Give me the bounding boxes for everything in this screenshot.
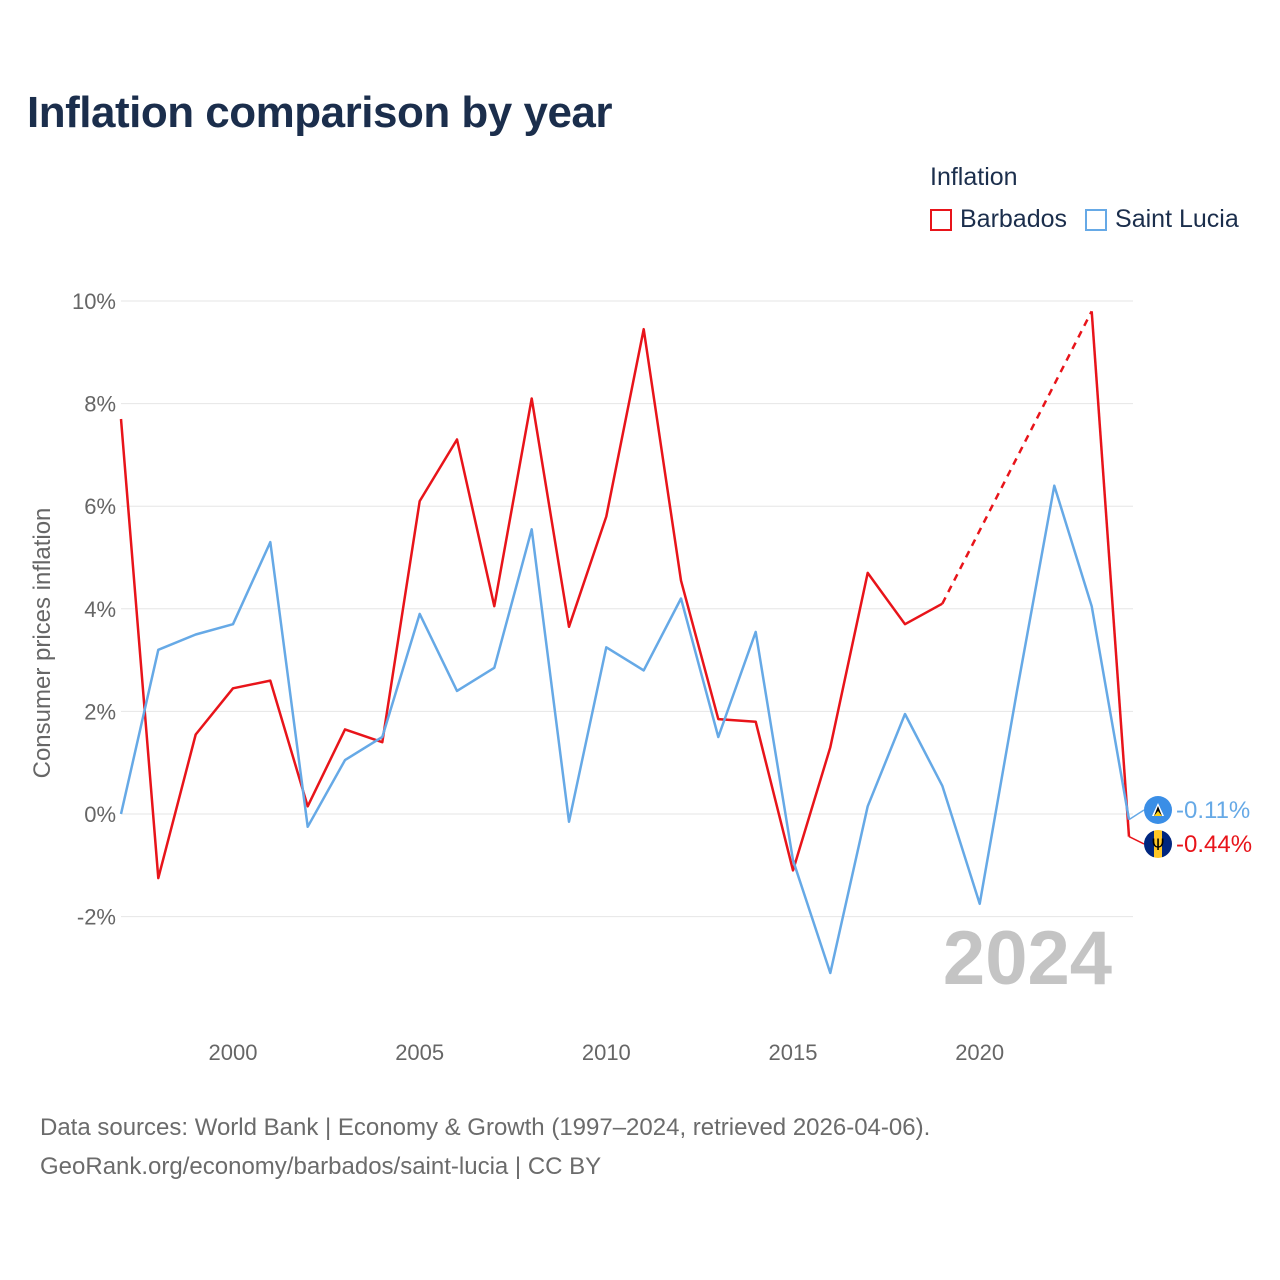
end-label-saint-lucia: -0.11% bbox=[1176, 797, 1250, 824]
series-line-barbados[interactable] bbox=[119, 327, 943, 880]
series-gap-line-barbados bbox=[941, 310, 1093, 605]
y-axis-label: Consumer prices inflation bbox=[29, 508, 56, 779]
y-tick-label: -2% bbox=[77, 905, 116, 930]
x-axis-ticks: 2000 2005 2010 2015 2020 bbox=[209, 1040, 1005, 1065]
year-watermark: 2024 bbox=[943, 916, 1112, 1001]
svg-text:Ψ: Ψ bbox=[1152, 835, 1165, 854]
y-tick-label: 2% bbox=[84, 699, 116, 724]
y-tick-label: 10% bbox=[72, 289, 116, 314]
y-tick-label: 0% bbox=[84, 802, 116, 827]
series-line-saint-lucia[interactable] bbox=[119, 484, 1131, 975]
legend-item-barbados[interactable]: Barbados bbox=[930, 205, 1067, 234]
legend-swatch-saint-lucia bbox=[1085, 208, 1108, 231]
y-tick-label: 8% bbox=[84, 392, 116, 417]
footer-attribution: GeoRank.org/economy/barbados/saint-lucia… bbox=[40, 1153, 602, 1180]
series-lines bbox=[119, 310, 1131, 975]
end-label-barbados: -0.44% bbox=[1176, 831, 1252, 858]
footer: Data sources: World Bank | Economy & Gro… bbox=[40, 1108, 930, 1186]
x-tick-label: 2020 bbox=[955, 1040, 1004, 1065]
chart-title: Inflation comparison by year bbox=[27, 88, 613, 137]
series-line-barbados[interactable] bbox=[1090, 311, 1131, 837]
footer-sources: Data sources: World Bank | Economy & Gro… bbox=[40, 1114, 931, 1141]
legend-label-barbados: Barbados bbox=[960, 205, 1068, 233]
y-tick-label: 6% bbox=[84, 494, 116, 519]
legend-title: Inflation bbox=[930, 163, 1018, 191]
end-connector-saint-lucia bbox=[1128, 809, 1145, 821]
barbados-flag-icon: Ψ bbox=[1144, 830, 1172, 858]
legend: Barbados Saint Lucia bbox=[930, 205, 1257, 234]
legend-item-saint-lucia[interactable]: Saint Lucia bbox=[1085, 205, 1239, 234]
y-tick-label: 4% bbox=[84, 597, 116, 622]
grid-lines bbox=[121, 300, 1133, 918]
saint-lucia-flag-icon bbox=[1144, 796, 1172, 824]
x-tick-label: 2000 bbox=[209, 1040, 258, 1065]
end-connector-barbados bbox=[1128, 835, 1145, 845]
x-tick-label: 2015 bbox=[769, 1040, 818, 1065]
y-axis-ticks: -2% 0% 2% 4% 6% 8% 10% bbox=[72, 289, 116, 930]
legend-label-saint-lucia: Saint Lucia bbox=[1115, 205, 1239, 233]
x-tick-label: 2005 bbox=[395, 1040, 444, 1065]
legend-swatch-barbados bbox=[930, 208, 952, 231]
series-end-labels: Ψ -0.44% -0.11% bbox=[1128, 796, 1252, 858]
x-tick-label: 2010 bbox=[582, 1040, 631, 1065]
